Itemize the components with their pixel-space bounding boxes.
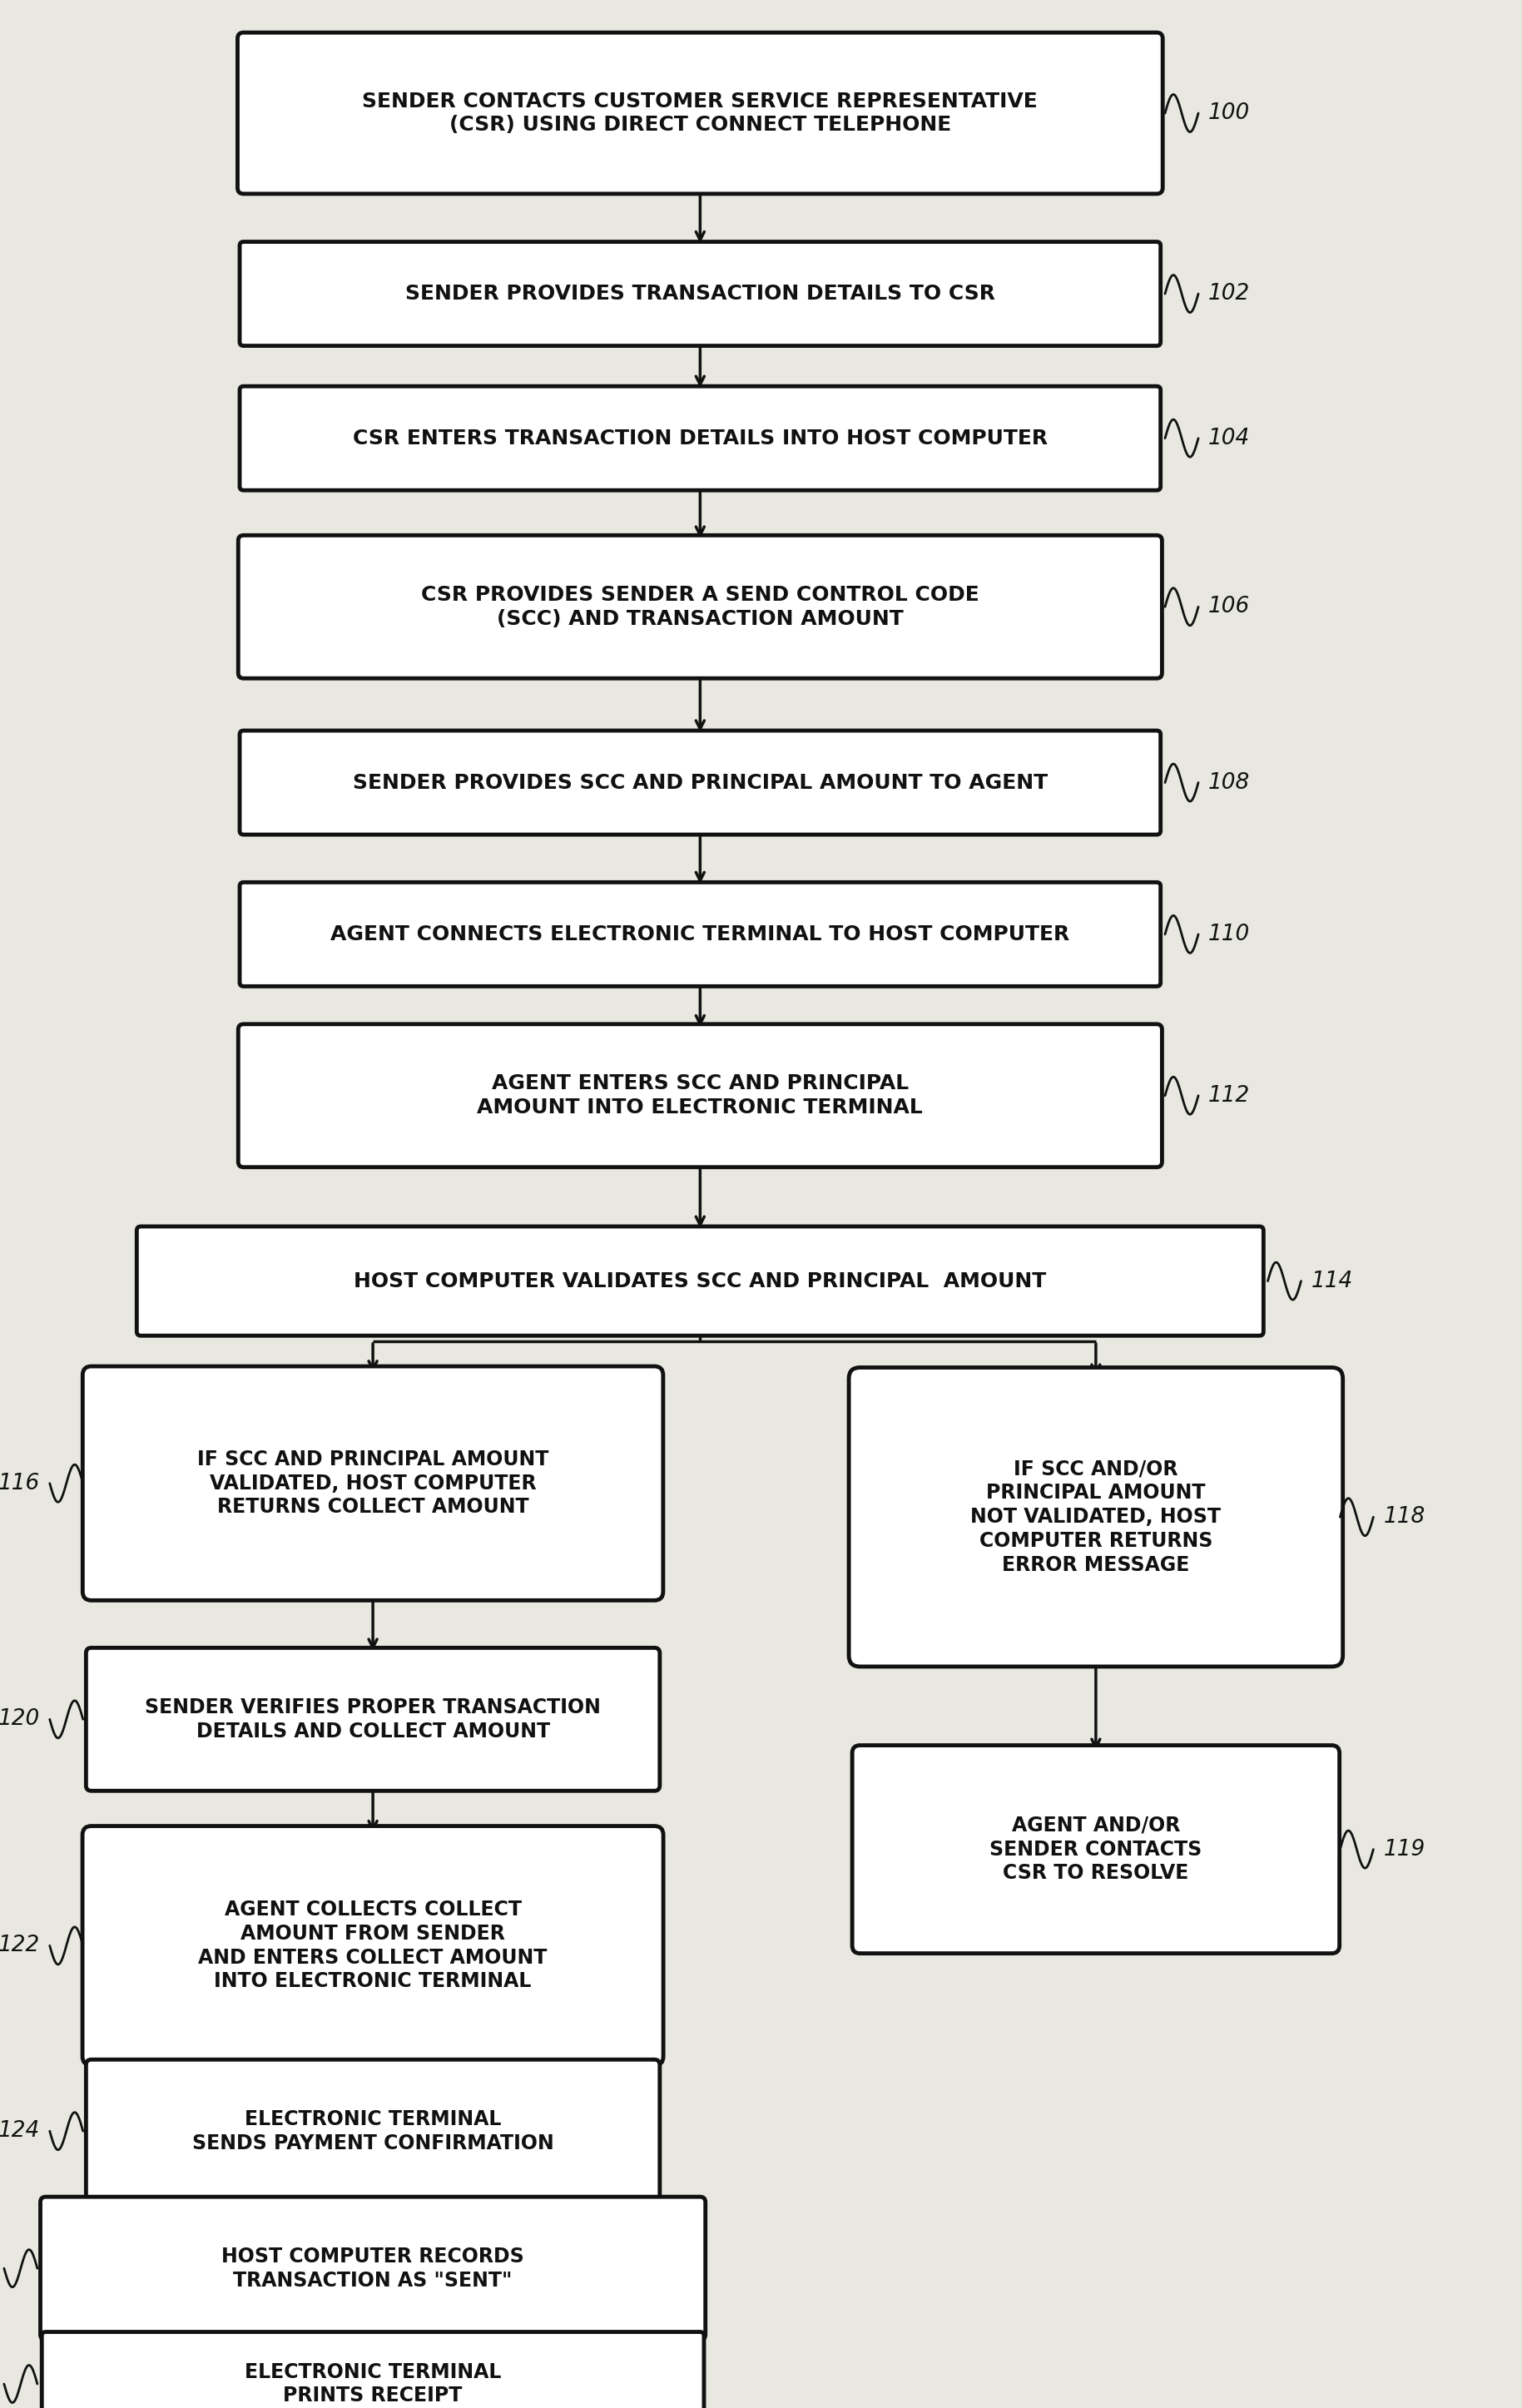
FancyBboxPatch shape (87, 1647, 659, 1792)
Text: 122: 122 (0, 1936, 40, 1955)
Text: 104: 104 (1208, 429, 1250, 448)
FancyBboxPatch shape (239, 881, 1161, 987)
Text: 119: 119 (1383, 1840, 1425, 1859)
FancyBboxPatch shape (87, 2059, 659, 2203)
Text: IF SCC AND PRINCIPAL AMOUNT
VALIDATED, HOST COMPUTER
RETURNS COLLECT AMOUNT: IF SCC AND PRINCIPAL AMOUNT VALIDATED, H… (198, 1450, 548, 1517)
Text: SENDER VERIFIES PROPER TRANSACTION
DETAILS AND COLLECT AMOUNT: SENDER VERIFIES PROPER TRANSACTION DETAI… (145, 1698, 601, 1741)
Text: AGENT AND/OR
SENDER CONTACTS
CSR TO RESOLVE: AGENT AND/OR SENDER CONTACTS CSR TO RESO… (989, 1816, 1202, 1883)
FancyBboxPatch shape (41, 2331, 705, 2408)
FancyBboxPatch shape (239, 385, 1161, 491)
FancyBboxPatch shape (239, 730, 1161, 836)
Text: CSR ENTERS TRANSACTION DETAILS INTO HOST COMPUTER: CSR ENTERS TRANSACTION DETAILS INTO HOST… (353, 429, 1047, 448)
Text: 116: 116 (0, 1474, 40, 1493)
FancyBboxPatch shape (137, 1226, 1263, 1336)
Text: AGENT COLLECTS COLLECT
AMOUNT FROM SENDER
AND ENTERS COLLECT AMOUNT
INTO ELECTRO: AGENT COLLECTS COLLECT AMOUNT FROM SENDE… (198, 1900, 548, 1991)
Text: 106: 106 (1208, 597, 1250, 616)
Text: SENDER PROVIDES TRANSACTION DETAILS TO CSR: SENDER PROVIDES TRANSACTION DETAILS TO C… (405, 284, 995, 303)
FancyBboxPatch shape (82, 1825, 664, 2066)
FancyBboxPatch shape (239, 1023, 1161, 1168)
FancyBboxPatch shape (41, 2196, 705, 2341)
Text: HOST COMPUTER VALIDATES SCC AND PRINCIPAL  AMOUNT: HOST COMPUTER VALIDATES SCC AND PRINCIPA… (353, 1271, 1047, 1291)
FancyBboxPatch shape (239, 241, 1161, 347)
FancyBboxPatch shape (239, 535, 1161, 679)
Text: 110: 110 (1208, 925, 1250, 944)
Text: ELECTRONIC TERMINAL
PRINTS RECEIPT: ELECTRONIC TERMINAL PRINTS RECEIPT (245, 2362, 501, 2406)
Text: 118: 118 (1383, 1507, 1425, 1527)
Text: 102: 102 (1208, 284, 1250, 303)
Text: HOST COMPUTER RECORDS
TRANSACTION AS "SENT": HOST COMPUTER RECORDS TRANSACTION AS "SE… (222, 2247, 524, 2290)
Text: 120: 120 (0, 1710, 40, 1729)
Text: CSR PROVIDES SENDER A SEND CONTROL CODE
(SCC) AND TRANSACTION AMOUNT: CSR PROVIDES SENDER A SEND CONTROL CODE … (422, 585, 979, 628)
Text: 112: 112 (1208, 1086, 1250, 1105)
Text: 100: 100 (1208, 104, 1250, 123)
Text: IF SCC AND/OR
PRINCIPAL AMOUNT
NOT VALIDATED, HOST
COMPUTER RETURNS
ERROR MESSAG: IF SCC AND/OR PRINCIPAL AMOUNT NOT VALID… (971, 1459, 1221, 1575)
Text: 124: 124 (0, 2121, 40, 2141)
Text: ELECTRONIC TERMINAL
SENDS PAYMENT CONFIRMATION: ELECTRONIC TERMINAL SENDS PAYMENT CONFIR… (192, 2109, 554, 2153)
Text: AGENT CONNECTS ELECTRONIC TERMINAL TO HOST COMPUTER: AGENT CONNECTS ELECTRONIC TERMINAL TO HO… (330, 925, 1070, 944)
Text: 114: 114 (1310, 1271, 1353, 1291)
FancyBboxPatch shape (852, 1746, 1339, 1953)
FancyBboxPatch shape (237, 34, 1163, 193)
FancyBboxPatch shape (82, 1365, 664, 1601)
Text: SENDER CONTACTS CUSTOMER SERVICE REPRESENTATIVE
(CSR) USING DIRECT CONNECT TELEP: SENDER CONTACTS CUSTOMER SERVICE REPRESE… (362, 92, 1038, 135)
FancyBboxPatch shape (849, 1368, 1342, 1666)
Text: 108: 108 (1208, 773, 1250, 792)
Text: AGENT ENTERS SCC AND PRINCIPAL
AMOUNT INTO ELECTRONIC TERMINAL: AGENT ENTERS SCC AND PRINCIPAL AMOUNT IN… (478, 1074, 922, 1117)
Text: SENDER PROVIDES SCC AND PRINCIPAL AMOUNT TO AGENT: SENDER PROVIDES SCC AND PRINCIPAL AMOUNT… (353, 773, 1047, 792)
